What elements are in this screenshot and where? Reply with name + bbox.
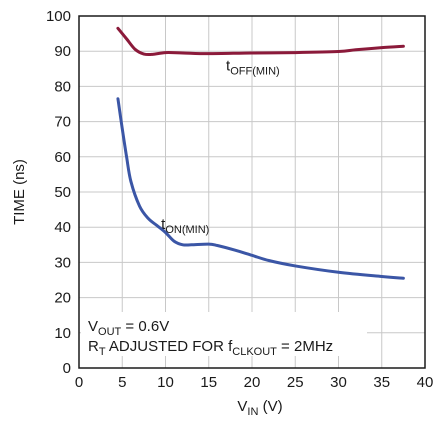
series-labels: tOFF(MIN)tON(MIN) (161, 58, 280, 236)
series-label-main: t (226, 58, 231, 75)
y-tick-label: 70 (54, 114, 71, 131)
x-tick-label: 25 (287, 374, 304, 391)
x-tick-label: 0 (75, 374, 83, 391)
y-tick-labels: 0 10 20 30 40 50 60 70 80 90 100 (46, 8, 71, 377)
x-axis-title-unit: (V) (258, 398, 282, 415)
x-axis-title-main: V (237, 398, 247, 415)
series-label-main: t (161, 216, 166, 233)
y-tick-label: 50 (54, 184, 71, 201)
series-label-sub: OFF(MIN) (230, 66, 279, 78)
series-label-sub: ON(MIN) (165, 224, 209, 236)
y-tick-label: 0 (63, 360, 71, 377)
annotation-part: R (88, 338, 99, 355)
y-tick-label: 30 (54, 254, 71, 271)
annotation-line: VOUT = 0.6V (88, 318, 169, 338)
annotation-background (81, 312, 367, 356)
x-axis-title-sub: IN (247, 406, 258, 418)
x-axis-title: VIN (V) (237, 398, 282, 418)
series-group (116, 26, 405, 280)
series-label: tON(MIN) (161, 216, 209, 236)
y-tick-label: 90 (54, 43, 71, 60)
y-tick-label: 60 (54, 149, 71, 166)
x-tick-labels: 0 5 10 15 20 25 30 35 40 (75, 374, 434, 391)
annotation-part: OUT (98, 326, 122, 338)
x-tick-label: 40 (417, 374, 434, 391)
y-tick-label: 10 (54, 325, 71, 342)
x-tick-label: 10 (157, 374, 174, 391)
x-tick-label: 15 (200, 374, 217, 391)
annotation-part: = 0.6V (121, 318, 169, 335)
annotation-part: = 2MHz (277, 338, 333, 355)
y-tick-label: 20 (54, 290, 71, 307)
plot-frame (78, 15, 426, 369)
annotation-part: T (99, 346, 106, 358)
annotation-part: ADJUSTED FOR f (106, 338, 234, 355)
x-tick-label: 30 (330, 374, 347, 391)
y-axis-title: TIME (ns) (11, 159, 28, 225)
series-line-ton-min (116, 97, 405, 280)
annotation-part: CLKOUT (232, 346, 277, 358)
series-label: tOFF(MIN) (226, 58, 280, 78)
y-tick-label: 80 (54, 78, 71, 95)
y-tick-label: 40 (54, 219, 71, 236)
annotation-line: RT ADJUSTED FOR fCLKOUT = 2MHz (88, 338, 333, 358)
annotation-part: V (88, 318, 98, 335)
grid (79, 16, 425, 368)
x-tick-label: 20 (244, 374, 261, 391)
x-tick-label: 5 (118, 374, 126, 391)
series-line-toff-min (116, 26, 405, 57)
y-tick-label: 100 (46, 8, 71, 25)
x-tick-label: 35 (373, 374, 390, 391)
